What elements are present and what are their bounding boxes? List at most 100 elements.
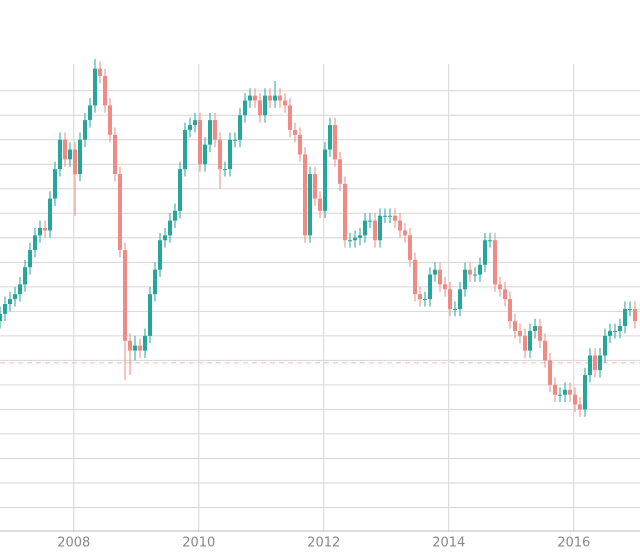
candle-body [73, 149, 77, 175]
candle-body [33, 235, 37, 251]
candle-body [298, 134, 302, 155]
candle-body [543, 340, 547, 361]
candle-body [148, 294, 152, 336]
candle-body [223, 169, 227, 171]
candle-body [153, 269, 157, 295]
candle-body [498, 284, 502, 290]
candle-body [433, 269, 437, 275]
candle-body [188, 125, 192, 130]
candle-body [463, 269, 467, 290]
candle-body [128, 340, 132, 351]
candle-body [373, 220, 377, 241]
candle-body [268, 95, 272, 101]
candle-body [458, 289, 462, 309]
candle-body [348, 240, 352, 242]
candle-body [18, 284, 22, 295]
candle-body [508, 299, 512, 322]
candle-body [38, 228, 42, 236]
candle-body [203, 144, 207, 165]
candle-body [258, 100, 262, 116]
candle-body [173, 210, 177, 221]
candle-body [0, 313, 2, 322]
candle-body [468, 269, 472, 275]
candle-body [28, 250, 32, 268]
candle-body [598, 355, 602, 371]
candle-body [8, 299, 12, 304]
candle-body [528, 330, 532, 351]
candle-body [378, 215, 382, 241]
candle-body [383, 215, 387, 217]
candle-body [178, 169, 182, 211]
candle-body [423, 299, 427, 301]
candle-body [568, 389, 572, 395]
candle-body [368, 220, 372, 222]
candle-body [633, 308, 637, 322]
x-tick-label: 2014 [432, 536, 465, 551]
candle-body [573, 394, 577, 405]
candle-body [23, 267, 27, 285]
candle-body [488, 240, 492, 242]
candle-body [623, 308, 627, 327]
candle-body [413, 259, 417, 295]
candle-body [318, 198, 322, 211]
candle-body [228, 139, 232, 170]
candle-body [58, 139, 62, 170]
candle-body [108, 105, 112, 135]
candle-body [493, 240, 497, 285]
candle-body [618, 326, 622, 331]
candle-body [208, 120, 212, 145]
candle-body [238, 115, 242, 140]
candle-body [118, 174, 122, 251]
x-tick-label: 2012 [307, 536, 340, 551]
candle-body [323, 149, 327, 211]
candle-body [398, 220, 402, 231]
candle-body [343, 183, 347, 241]
candle-body [588, 355, 592, 376]
candle-body [93, 68, 97, 106]
candle-body [53, 169, 57, 199]
candle-body [333, 125, 337, 160]
candle-body [328, 125, 332, 150]
candle-body [553, 384, 557, 395]
candle-body [443, 284, 447, 290]
candle-body [338, 159, 342, 184]
candle-body [448, 289, 452, 309]
candle-body [473, 274, 477, 276]
candle-body [198, 120, 202, 165]
candle-body [503, 289, 507, 300]
candle-body [558, 394, 562, 396]
candle-body [48, 198, 52, 231]
candle-body [523, 335, 527, 351]
candle-body [113, 134, 117, 175]
candle-body [358, 235, 362, 238]
candle-body [68, 149, 72, 160]
candle-body [393, 215, 397, 221]
candle-body [388, 215, 392, 217]
candle-body [253, 95, 257, 101]
x-tick-label: 2008 [57, 536, 90, 551]
candle-body [103, 76, 107, 106]
candle-body [628, 308, 632, 310]
candle-body [278, 95, 282, 101]
candle-body [513, 321, 517, 331]
candle-body [483, 240, 487, 265]
candle-body [183, 129, 187, 170]
candle-body [308, 174, 312, 236]
candle-body [288, 105, 292, 130]
candle-body [478, 264, 482, 275]
candle-body [548, 360, 552, 385]
candle-body [168, 220, 172, 236]
candle-body [3, 304, 7, 314]
candle-body [248, 95, 252, 101]
candle-body [438, 269, 442, 285]
candle-body [538, 326, 542, 341]
candle-body [403, 230, 407, 236]
candle-body [63, 139, 67, 160]
candle-body [563, 389, 567, 395]
x-tick-label: 2016 [557, 536, 590, 551]
candle-body [43, 228, 47, 231]
candle-body [608, 330, 612, 336]
candle-body [158, 240, 162, 270]
candle-body [243, 100, 247, 116]
